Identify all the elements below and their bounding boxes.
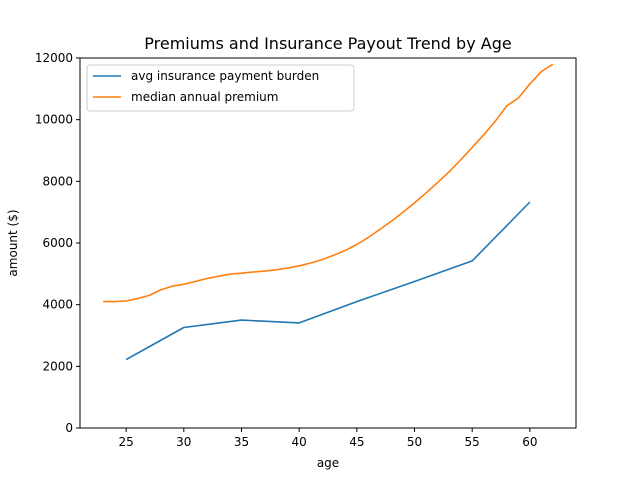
chart-title: Premiums and Insurance Payout Trend by A…: [144, 34, 511, 53]
x-tick-label: 30: [176, 435, 191, 449]
x-tick-label: 45: [349, 435, 364, 449]
legend-label-1: avg insurance payment burden: [131, 69, 319, 83]
x-tick-label: 60: [522, 435, 537, 449]
x-tick-label: 35: [234, 435, 249, 449]
x-tick-label: 25: [118, 435, 133, 449]
x-tick-label: 40: [292, 435, 307, 449]
y-axis: 0 2000 4000 6000 8000 10000 12000: [35, 51, 80, 435]
y-tick-label: 6000: [42, 236, 73, 250]
y-axis-label: amount ($): [6, 209, 20, 276]
y-tick-label: 0: [65, 421, 73, 435]
series-line-1: [125, 201, 531, 361]
legend-label-2: median annual premium: [131, 90, 278, 104]
x-axis-label: age: [317, 456, 339, 470]
y-tick-label: 10000: [35, 113, 73, 127]
x-tick-label: 55: [465, 435, 480, 449]
y-tick-label: 12000: [35, 51, 73, 65]
x-tick-label: 50: [407, 435, 422, 449]
series-line-2: [103, 63, 554, 303]
y-tick-label: 2000: [42, 359, 73, 373]
legend-box: [86, 64, 355, 112]
x-axis: 25 30 35 40 45 50 55 60: [118, 428, 538, 449]
y-tick-label: 8000: [42, 174, 73, 188]
plot-area: [103, 63, 554, 361]
legend: avg insurance payment burden median annua…: [86, 64, 355, 112]
y-tick-label: 4000: [42, 298, 73, 312]
